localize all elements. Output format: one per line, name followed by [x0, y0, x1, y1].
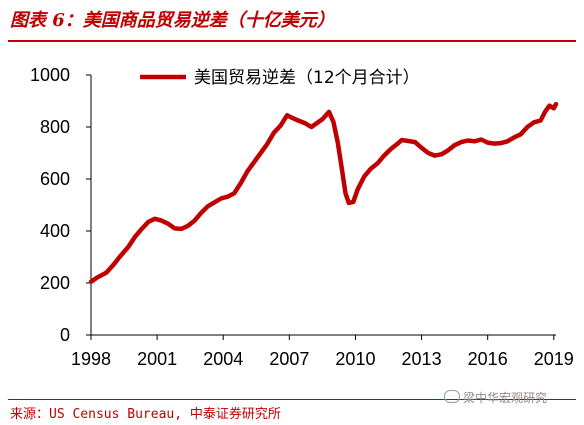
- chart-axes: [90, 75, 556, 336]
- line-chart: 0 200 400 600 800 1000 1998 2001 2004 2007 2010 201…: [30, 65, 574, 369]
- x-tick-label: 2001: [137, 349, 177, 369]
- y-tick-label: 0: [60, 325, 70, 345]
- watermark-text: 梁中华宏观研究: [463, 391, 548, 405]
- chart-legend: 美国贸易逆差（12个月合计）: [140, 68, 420, 88]
- x-tick-label: 2013: [402, 349, 442, 369]
- source-note: 来源：US Census Bureau, 中泰证券研究所: [10, 407, 281, 422]
- y-tick-label: 400: [40, 221, 70, 241]
- chart-title: 图表 6：美国商品贸易逆差（十亿美元）: [10, 10, 335, 31]
- x-tick-label: 2019: [534, 349, 574, 369]
- source-divider: [8, 399, 576, 400]
- chart-series: [88, 101, 559, 284]
- title-divider: [8, 40, 576, 42]
- watermark: 梁中华宏观研究: [444, 389, 547, 406]
- x-tick-label: 1998: [71, 349, 111, 369]
- legend-label: 美国贸易逆差（12个月合计）: [194, 68, 420, 88]
- x-tick-label: 2010: [335, 349, 375, 369]
- y-tick-label: 800: [40, 117, 70, 137]
- y-tick-label: 1000: [30, 65, 70, 85]
- x-tick-label: 2007: [269, 349, 309, 369]
- y-tick-label: 600: [40, 169, 70, 189]
- x-tick-label: 2004: [203, 349, 243, 369]
- axis-ticks: 0 200 400 600 800 1000 1998 2001 2004 2007 2010 201…: [30, 65, 574, 369]
- y-tick-label: 200: [40, 273, 70, 293]
- series-line-0: [88, 101, 559, 284]
- x-tick-label: 2016: [468, 349, 508, 369]
- wechat-icon: [444, 390, 460, 403]
